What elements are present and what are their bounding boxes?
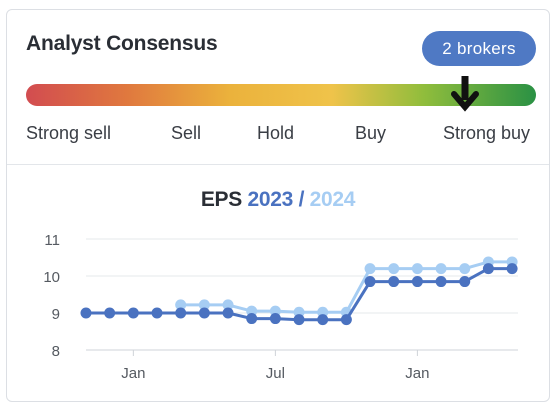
point-2023-9	[293, 314, 305, 326]
y-tick-label-2: 10	[43, 269, 60, 286]
point-2023-14	[411, 276, 423, 288]
point-2024-11	[435, 263, 447, 275]
y-tick-label-1: 9	[52, 306, 60, 323]
point-2024-12	[459, 263, 471, 275]
point-2023-17	[482, 263, 494, 275]
eps-line-chart: 8 9 10 11 Jan Jul Jan	[43, 232, 518, 382]
point-2023-2	[127, 307, 139, 319]
point-2024-8	[364, 263, 376, 275]
analyst-consensus-card: Analyst Consensus 2 brokers Strong sell …	[6, 9, 550, 402]
point-2023-18	[506, 263, 518, 275]
point-2023-11	[340, 314, 352, 326]
scale-label-buy: Buy	[355, 123, 387, 143]
point-2024-10	[411, 263, 423, 275]
point-2023-7	[246, 313, 258, 325]
point-2024-0	[175, 299, 187, 311]
card-title: Analyst Consensus	[26, 32, 218, 55]
y-tick-label-3: 11	[44, 232, 60, 249]
x-tick-label-1: Jul	[266, 365, 285, 382]
point-2024-9	[388, 263, 400, 275]
eps-title-2024: 2024	[309, 188, 356, 211]
point-2024-2	[222, 299, 234, 311]
point-2024-1	[198, 299, 210, 311]
eps-chart-title: EPS 2023 / 2024	[7, 188, 549, 212]
eps-title-separator: /	[293, 188, 310, 211]
point-2023-4	[175, 307, 187, 319]
scale-label-strong-sell: Strong sell	[26, 123, 112, 143]
point-2023-3	[151, 307, 163, 319]
scale-label-strong-buy: Strong buy	[443, 123, 531, 143]
point-2023-16	[459, 276, 471, 288]
point-2023-13	[388, 276, 400, 288]
point-2023-1	[104, 307, 116, 319]
arrow-down-icon	[451, 76, 479, 112]
eps-title-prefix: EPS	[200, 188, 242, 211]
point-2023-8	[269, 313, 281, 325]
point-2023-5	[198, 307, 210, 319]
consensus-gauge-bar	[26, 84, 536, 106]
x-tick-label-2: Jan	[405, 365, 429, 382]
y-tick-label-0: 8	[52, 343, 60, 360]
point-2023-15	[435, 276, 447, 288]
point-2023-0	[80, 307, 92, 319]
section-divider	[7, 164, 549, 165]
scale-label-hold: Hold	[257, 123, 295, 143]
x-tick-label-0: Jan	[121, 365, 145, 382]
scale-label-sell: Sell	[171, 123, 202, 143]
brokers-badge[interactable]: 2 brokers	[422, 31, 536, 66]
point-2023-10	[317, 314, 329, 326]
eps-title-2023: 2023	[247, 188, 294, 211]
point-2023-6	[222, 307, 234, 319]
point-2023-12	[364, 276, 376, 288]
